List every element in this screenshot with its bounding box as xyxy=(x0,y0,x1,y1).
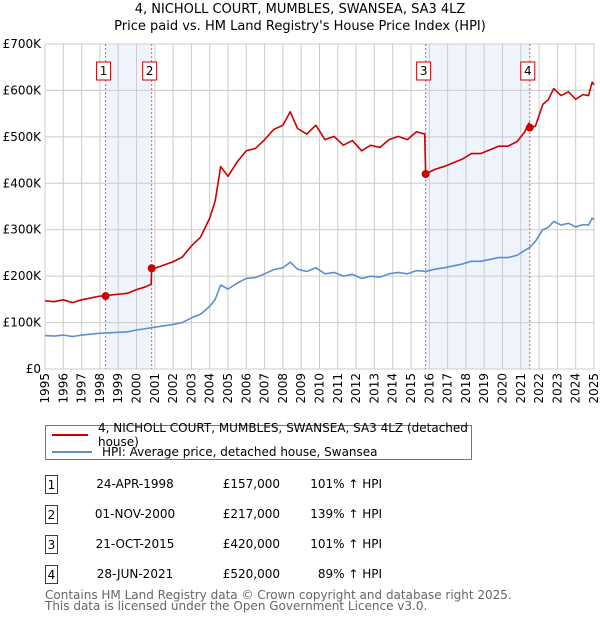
y-tick-label: £300K xyxy=(3,223,43,237)
x-tick-label: 2025 xyxy=(587,373,600,404)
x-tick-label: 2023 xyxy=(550,373,564,404)
hpi-line xyxy=(44,217,595,338)
footer-licence: This data is licensed under the Open Gov… xyxy=(45,599,428,613)
sale-row: 3 21-OCT-2015 £420,000 101% ↑ HPI xyxy=(45,535,445,555)
sale-hpi-change: 139% ↑ HPI xyxy=(310,507,382,521)
x-tick-label: 1995 xyxy=(38,373,52,404)
sale-price: £520,000 xyxy=(222,567,280,581)
sale-row: 2 01-NOV-2000 £217,000 139% ↑ HPI xyxy=(45,505,445,525)
y-tick-label: £500K xyxy=(3,130,43,144)
sale-label-box: 1 xyxy=(96,61,112,81)
shaded-period xyxy=(105,44,152,369)
sale-point xyxy=(421,170,430,178)
sale-number: 1 xyxy=(45,475,58,494)
x-tick-label: 2002 xyxy=(166,373,180,404)
legend-label: 4, NICHOLL COURT, MUMBLES, SWANSEA, SA3 … xyxy=(97,421,468,449)
sale-label-border xyxy=(416,61,432,81)
x-tick-label: 2007 xyxy=(258,373,272,404)
y-tick-label: £0 xyxy=(26,362,41,376)
sale-number: 4 xyxy=(45,565,58,584)
sale-point xyxy=(147,264,156,273)
y-tick-label: £400K xyxy=(3,176,43,190)
sale-label-number: 1 xyxy=(100,64,108,78)
footer-copyright: Contains HM Land Registry data © Crown c… xyxy=(45,588,512,602)
shaded-period xyxy=(425,44,530,369)
legend-item-property: 4, NICHOLL COURT, MUMBLES, SWANSEA, SA3 … xyxy=(52,421,471,449)
x-tick-label: 1997 xyxy=(75,373,89,404)
x-tick-label: 2024 xyxy=(569,373,583,404)
x-tick-label: 2001 xyxy=(148,373,162,404)
y-tick-label: £100K xyxy=(3,316,43,330)
plot-area: 1995 1996 1997 1998 1999 2000 2001 2002 2003 2004… xyxy=(3,37,600,404)
chart-title: 4, NICHOLL COURT, MUMBLES, SWANSEA, SA3 … xyxy=(134,2,466,17)
sale-label-number: 2 xyxy=(146,64,154,78)
sale-price: £420,000 xyxy=(222,537,280,551)
x-tick-label: 2000 xyxy=(130,373,144,404)
x-tick-label: 2017 xyxy=(441,373,455,404)
x-tick-label: 2020 xyxy=(496,373,510,404)
y-tick-label: £700K xyxy=(3,37,43,51)
y-tick-label: £600K xyxy=(3,83,43,97)
x-tick-label: 1999 xyxy=(111,373,125,404)
x-tick-label: 2021 xyxy=(514,373,528,404)
x-tick-label: 2019 xyxy=(477,373,491,404)
legend-swatch-blue xyxy=(52,451,92,453)
x-tick-label: 2008 xyxy=(276,373,290,404)
sale-label-number: 3 xyxy=(420,64,428,78)
sale-point xyxy=(101,292,110,301)
sale-date: 01-NOV-2000 xyxy=(94,507,176,521)
sale-label-box: 4 xyxy=(520,61,536,81)
legend-swatch-red xyxy=(52,434,88,436)
x-tick-label: 2015 xyxy=(404,373,418,404)
x-tick-label: 2005 xyxy=(221,373,235,404)
sale-number: 2 xyxy=(45,505,58,524)
sale-date: 24-APR-1998 xyxy=(96,477,174,491)
sale-label-box: 3 xyxy=(416,61,432,81)
x-tick-label: 2006 xyxy=(239,373,253,404)
y-tick-label: £200K xyxy=(3,269,43,283)
x-tick-label: 2009 xyxy=(294,373,308,404)
x-tick-label: 2013 xyxy=(367,373,381,404)
legend-label: HPI: Average price, detached house, Swan… xyxy=(102,445,378,459)
sale-point xyxy=(525,123,534,132)
sale-price: £157,000 xyxy=(222,477,280,491)
x-tick-label: 2003 xyxy=(184,373,198,404)
x-tick-label: 2011 xyxy=(331,373,345,404)
x-tick-label: 2018 xyxy=(459,373,473,404)
sale-price: £217,000 xyxy=(222,507,280,521)
x-tick-label: 2016 xyxy=(422,373,436,404)
sale-label-border xyxy=(142,61,158,81)
x-tick-label: 1998 xyxy=(93,373,107,404)
sale-label-border xyxy=(520,61,536,81)
x-tick-label: 2022 xyxy=(532,373,546,404)
sale-date: 21-OCT-2015 xyxy=(95,537,175,551)
x-tick-label: 1996 xyxy=(56,373,70,404)
sale-label-box: 2 xyxy=(142,61,158,81)
sale-hpi-change: 89% ↑ HPI xyxy=(317,567,382,581)
sale-label-border xyxy=(96,61,112,81)
sale-row: 1 24-APR-1998 £157,000 101% ↑ HPI xyxy=(45,475,445,495)
plot-frame xyxy=(44,43,595,370)
x-tick-label: 2010 xyxy=(313,373,327,404)
sale-row: 4 28-JUN-2021 £520,000 89% ↑ HPI xyxy=(45,565,445,585)
sale-date: 28-JUN-2021 xyxy=(96,567,174,581)
sale-hpi-change: 101% ↑ HPI xyxy=(310,477,382,491)
x-tick-label: 2014 xyxy=(386,373,400,404)
sale-hpi-change: 101% ↑ HPI xyxy=(310,537,382,551)
legend: 4, NICHOLL COURT, MUMBLES, SWANSEA, SA3 … xyxy=(45,421,472,460)
legend-item-hpi: HPI: Average price, detached house, Swan… xyxy=(52,444,378,460)
sale-label-number: 4 xyxy=(524,64,532,78)
chart-subtitle: Price paid vs. HM Land Registry's House … xyxy=(114,19,486,34)
x-tick-label: 2004 xyxy=(203,373,217,404)
x-tick-label: 2012 xyxy=(349,373,363,404)
sale-number: 3 xyxy=(45,535,58,554)
